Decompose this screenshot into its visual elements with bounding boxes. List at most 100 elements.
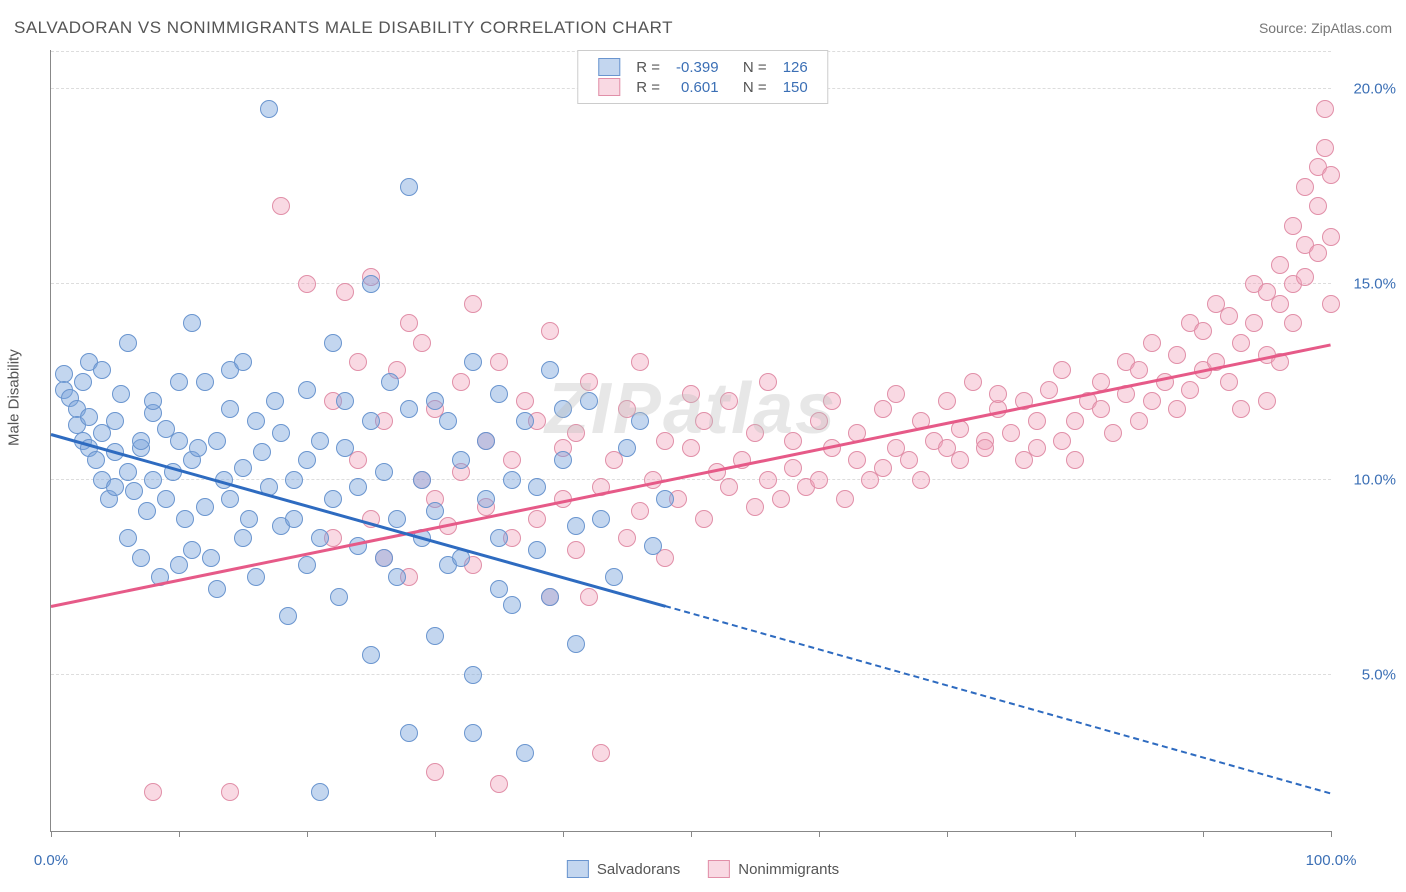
trendline-salvadorans-extrapolated xyxy=(665,605,1331,794)
scatter-point-nonimmigrants xyxy=(1040,381,1058,399)
scatter-point-nonimmigrants xyxy=(746,424,764,442)
scatter-point-salvadorans xyxy=(528,478,546,496)
scatter-point-salvadorans xyxy=(336,439,354,457)
scatter-point-salvadorans xyxy=(503,471,521,489)
scatter-point-nonimmigrants xyxy=(784,459,802,477)
scatter-point-salvadorans xyxy=(253,443,271,461)
n-label: N = xyxy=(727,77,775,97)
scatter-point-salvadorans xyxy=(119,529,137,547)
scatter-point-nonimmigrants xyxy=(272,197,290,215)
scatter-point-salvadorans xyxy=(247,412,265,430)
scatter-point-nonimmigrants xyxy=(413,334,431,352)
scatter-point-nonimmigrants xyxy=(1309,197,1327,215)
scatter-point-nonimmigrants xyxy=(1028,412,1046,430)
scatter-point-nonimmigrants xyxy=(1168,400,1186,418)
scatter-point-salvadorans xyxy=(260,100,278,118)
scatter-point-salvadorans xyxy=(324,490,342,508)
scatter-point-salvadorans xyxy=(464,666,482,684)
scatter-point-nonimmigrants xyxy=(592,744,610,762)
scatter-point-nonimmigrants xyxy=(836,490,854,508)
scatter-point-nonimmigrants xyxy=(989,385,1007,403)
scatter-point-salvadorans xyxy=(490,580,508,598)
scatter-point-salvadorans xyxy=(311,783,329,801)
scatter-point-nonimmigrants xyxy=(1258,392,1276,410)
scatter-point-nonimmigrants xyxy=(490,353,508,371)
scatter-point-salvadorans xyxy=(592,510,610,528)
scatter-point-salvadorans xyxy=(567,517,585,535)
scatter-point-salvadorans xyxy=(74,373,92,391)
scatter-point-salvadorans xyxy=(208,580,226,598)
scatter-point-salvadorans xyxy=(80,408,98,426)
scatter-point-nonimmigrants xyxy=(1309,244,1327,262)
scatter-point-salvadorans xyxy=(221,400,239,418)
scatter-point-salvadorans xyxy=(240,510,258,528)
scatter-point-nonimmigrants xyxy=(912,471,930,489)
y-tick-label: 20.0% xyxy=(1353,81,1396,98)
scatter-point-nonimmigrants xyxy=(1220,373,1238,391)
scatter-point-nonimmigrants xyxy=(887,385,905,403)
scatter-point-nonimmigrants xyxy=(720,392,738,410)
n-value-nonimmigrants: 150 xyxy=(775,77,816,97)
scatter-point-salvadorans xyxy=(311,432,329,450)
scatter-point-salvadorans xyxy=(132,432,150,450)
scatter-point-salvadorans xyxy=(426,627,444,645)
scatter-point-nonimmigrants xyxy=(1143,334,1161,352)
source-label: Source: ZipAtlas.com xyxy=(1259,20,1392,36)
scatter-point-nonimmigrants xyxy=(567,424,585,442)
scatter-point-salvadorans xyxy=(234,353,252,371)
scatter-point-nonimmigrants xyxy=(503,451,521,469)
scatter-point-salvadorans xyxy=(298,556,316,574)
n-label: N = xyxy=(727,57,775,77)
scatter-point-salvadorans xyxy=(106,412,124,430)
scatter-point-nonimmigrants xyxy=(1232,400,1250,418)
scatter-point-nonimmigrants xyxy=(631,502,649,520)
scatter-point-nonimmigrants xyxy=(618,529,636,547)
scatter-point-salvadorans xyxy=(567,635,585,653)
scatter-point-nonimmigrants xyxy=(426,763,444,781)
scatter-point-salvadorans xyxy=(324,334,342,352)
x-tick-label: 100.0% xyxy=(1306,852,1357,869)
legend-row-salvadorans: R = -0.399 N = 126 xyxy=(590,57,815,77)
scatter-point-nonimmigrants xyxy=(810,412,828,430)
scatter-point-nonimmigrants xyxy=(1271,256,1289,274)
scatter-point-salvadorans xyxy=(400,400,418,418)
scatter-point-salvadorans xyxy=(400,724,418,742)
scatter-point-salvadorans xyxy=(132,549,150,567)
scatter-point-nonimmigrants xyxy=(1296,178,1314,196)
r-value-nonimmigrants: 0.601 xyxy=(668,77,727,97)
scatter-point-nonimmigrants xyxy=(1181,381,1199,399)
scatter-point-nonimmigrants xyxy=(874,459,892,477)
scatter-point-salvadorans xyxy=(381,373,399,391)
swatch-salvadorans xyxy=(567,860,589,878)
swatch-nonimmigrants xyxy=(598,78,620,96)
scatter-point-salvadorans xyxy=(266,392,284,410)
scatter-point-salvadorans xyxy=(221,490,239,508)
scatter-point-salvadorans xyxy=(528,541,546,559)
scatter-point-salvadorans xyxy=(330,588,348,606)
scatter-point-nonimmigrants xyxy=(516,392,534,410)
scatter-point-salvadorans xyxy=(202,549,220,567)
scatter-point-salvadorans xyxy=(644,537,662,555)
scatter-point-salvadorans xyxy=(247,568,265,586)
scatter-point-nonimmigrants xyxy=(1316,139,1334,157)
scatter-point-nonimmigrants xyxy=(1168,346,1186,364)
scatter-point-nonimmigrants xyxy=(1130,412,1148,430)
scatter-point-nonimmigrants xyxy=(1284,314,1302,332)
scatter-point-salvadorans xyxy=(144,392,162,410)
scatter-point-salvadorans xyxy=(426,502,444,520)
scatter-point-salvadorans xyxy=(362,412,380,430)
scatter-point-salvadorans xyxy=(375,549,393,567)
scatter-point-nonimmigrants xyxy=(1066,412,1084,430)
scatter-point-nonimmigrants xyxy=(1271,295,1289,313)
scatter-point-nonimmigrants xyxy=(1066,451,1084,469)
scatter-point-nonimmigrants xyxy=(964,373,982,391)
scatter-point-nonimmigrants xyxy=(695,510,713,528)
scatter-point-salvadorans xyxy=(541,361,559,379)
scatter-point-nonimmigrants xyxy=(695,412,713,430)
scatter-point-nonimmigrants xyxy=(580,373,598,391)
scatter-point-nonimmigrants xyxy=(1322,228,1340,246)
chart-plot-area: ZIPatlas 5.0%10.0%15.0%20.0%0.0%100.0% xyxy=(50,50,1331,832)
scatter-point-salvadorans xyxy=(541,588,559,606)
scatter-point-nonimmigrants xyxy=(1245,314,1263,332)
scatter-point-nonimmigrants xyxy=(541,322,559,340)
